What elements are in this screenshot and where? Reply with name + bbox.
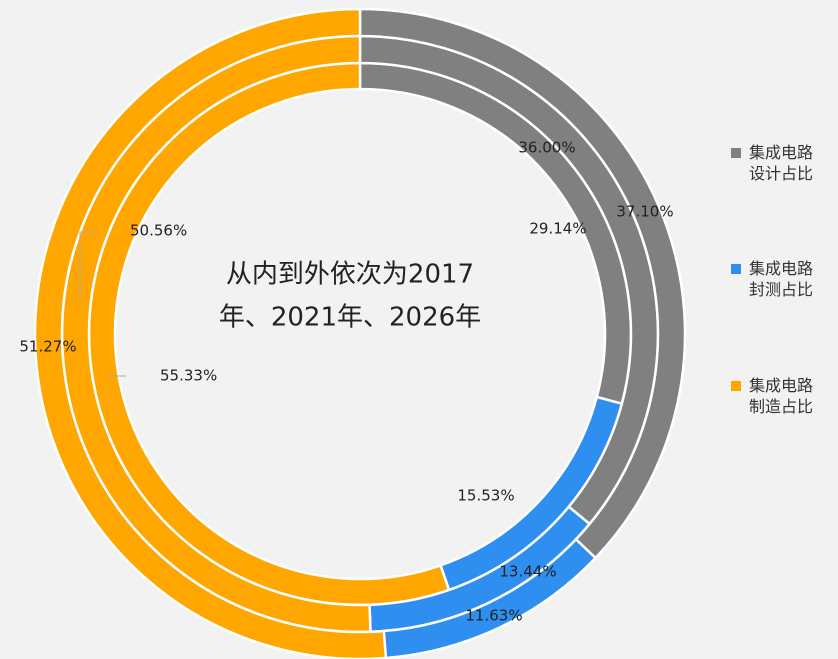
leader-line: [79, 231, 96, 300]
data-label: 29.14%: [529, 220, 586, 238]
ring-segment: [33, 7, 388, 659]
legend-label: 集成电路制造占比: [749, 376, 814, 416]
legend-item: 集成电路设计占比: [731, 142, 838, 184]
data-label: 51.27%: [19, 338, 76, 356]
data-label: 13.44%: [499, 563, 556, 581]
legend-swatch: [731, 148, 741, 158]
data-label: 36.00%: [518, 139, 575, 157]
legend-item: 集成电路制造占比: [731, 375, 838, 417]
annotation: 从内到外依次为2017: [226, 260, 474, 290]
data-label: 37.10%: [616, 203, 673, 221]
legend-label: 集成电路设计占比: [749, 143, 814, 183]
data-label: 55.33%: [160, 367, 217, 385]
data-label: 15.53%: [457, 487, 514, 505]
legend-label: 集成电路封测占比: [749, 259, 814, 299]
legend-swatch: [731, 264, 741, 274]
annotation: 年、2021年、2026年: [219, 303, 481, 333]
legend-swatch: [731, 381, 741, 391]
data-label: 11.63%: [465, 607, 522, 625]
legend-item: 集成电路封测占比: [731, 258, 838, 300]
data-label: 50.56%: [130, 222, 187, 240]
